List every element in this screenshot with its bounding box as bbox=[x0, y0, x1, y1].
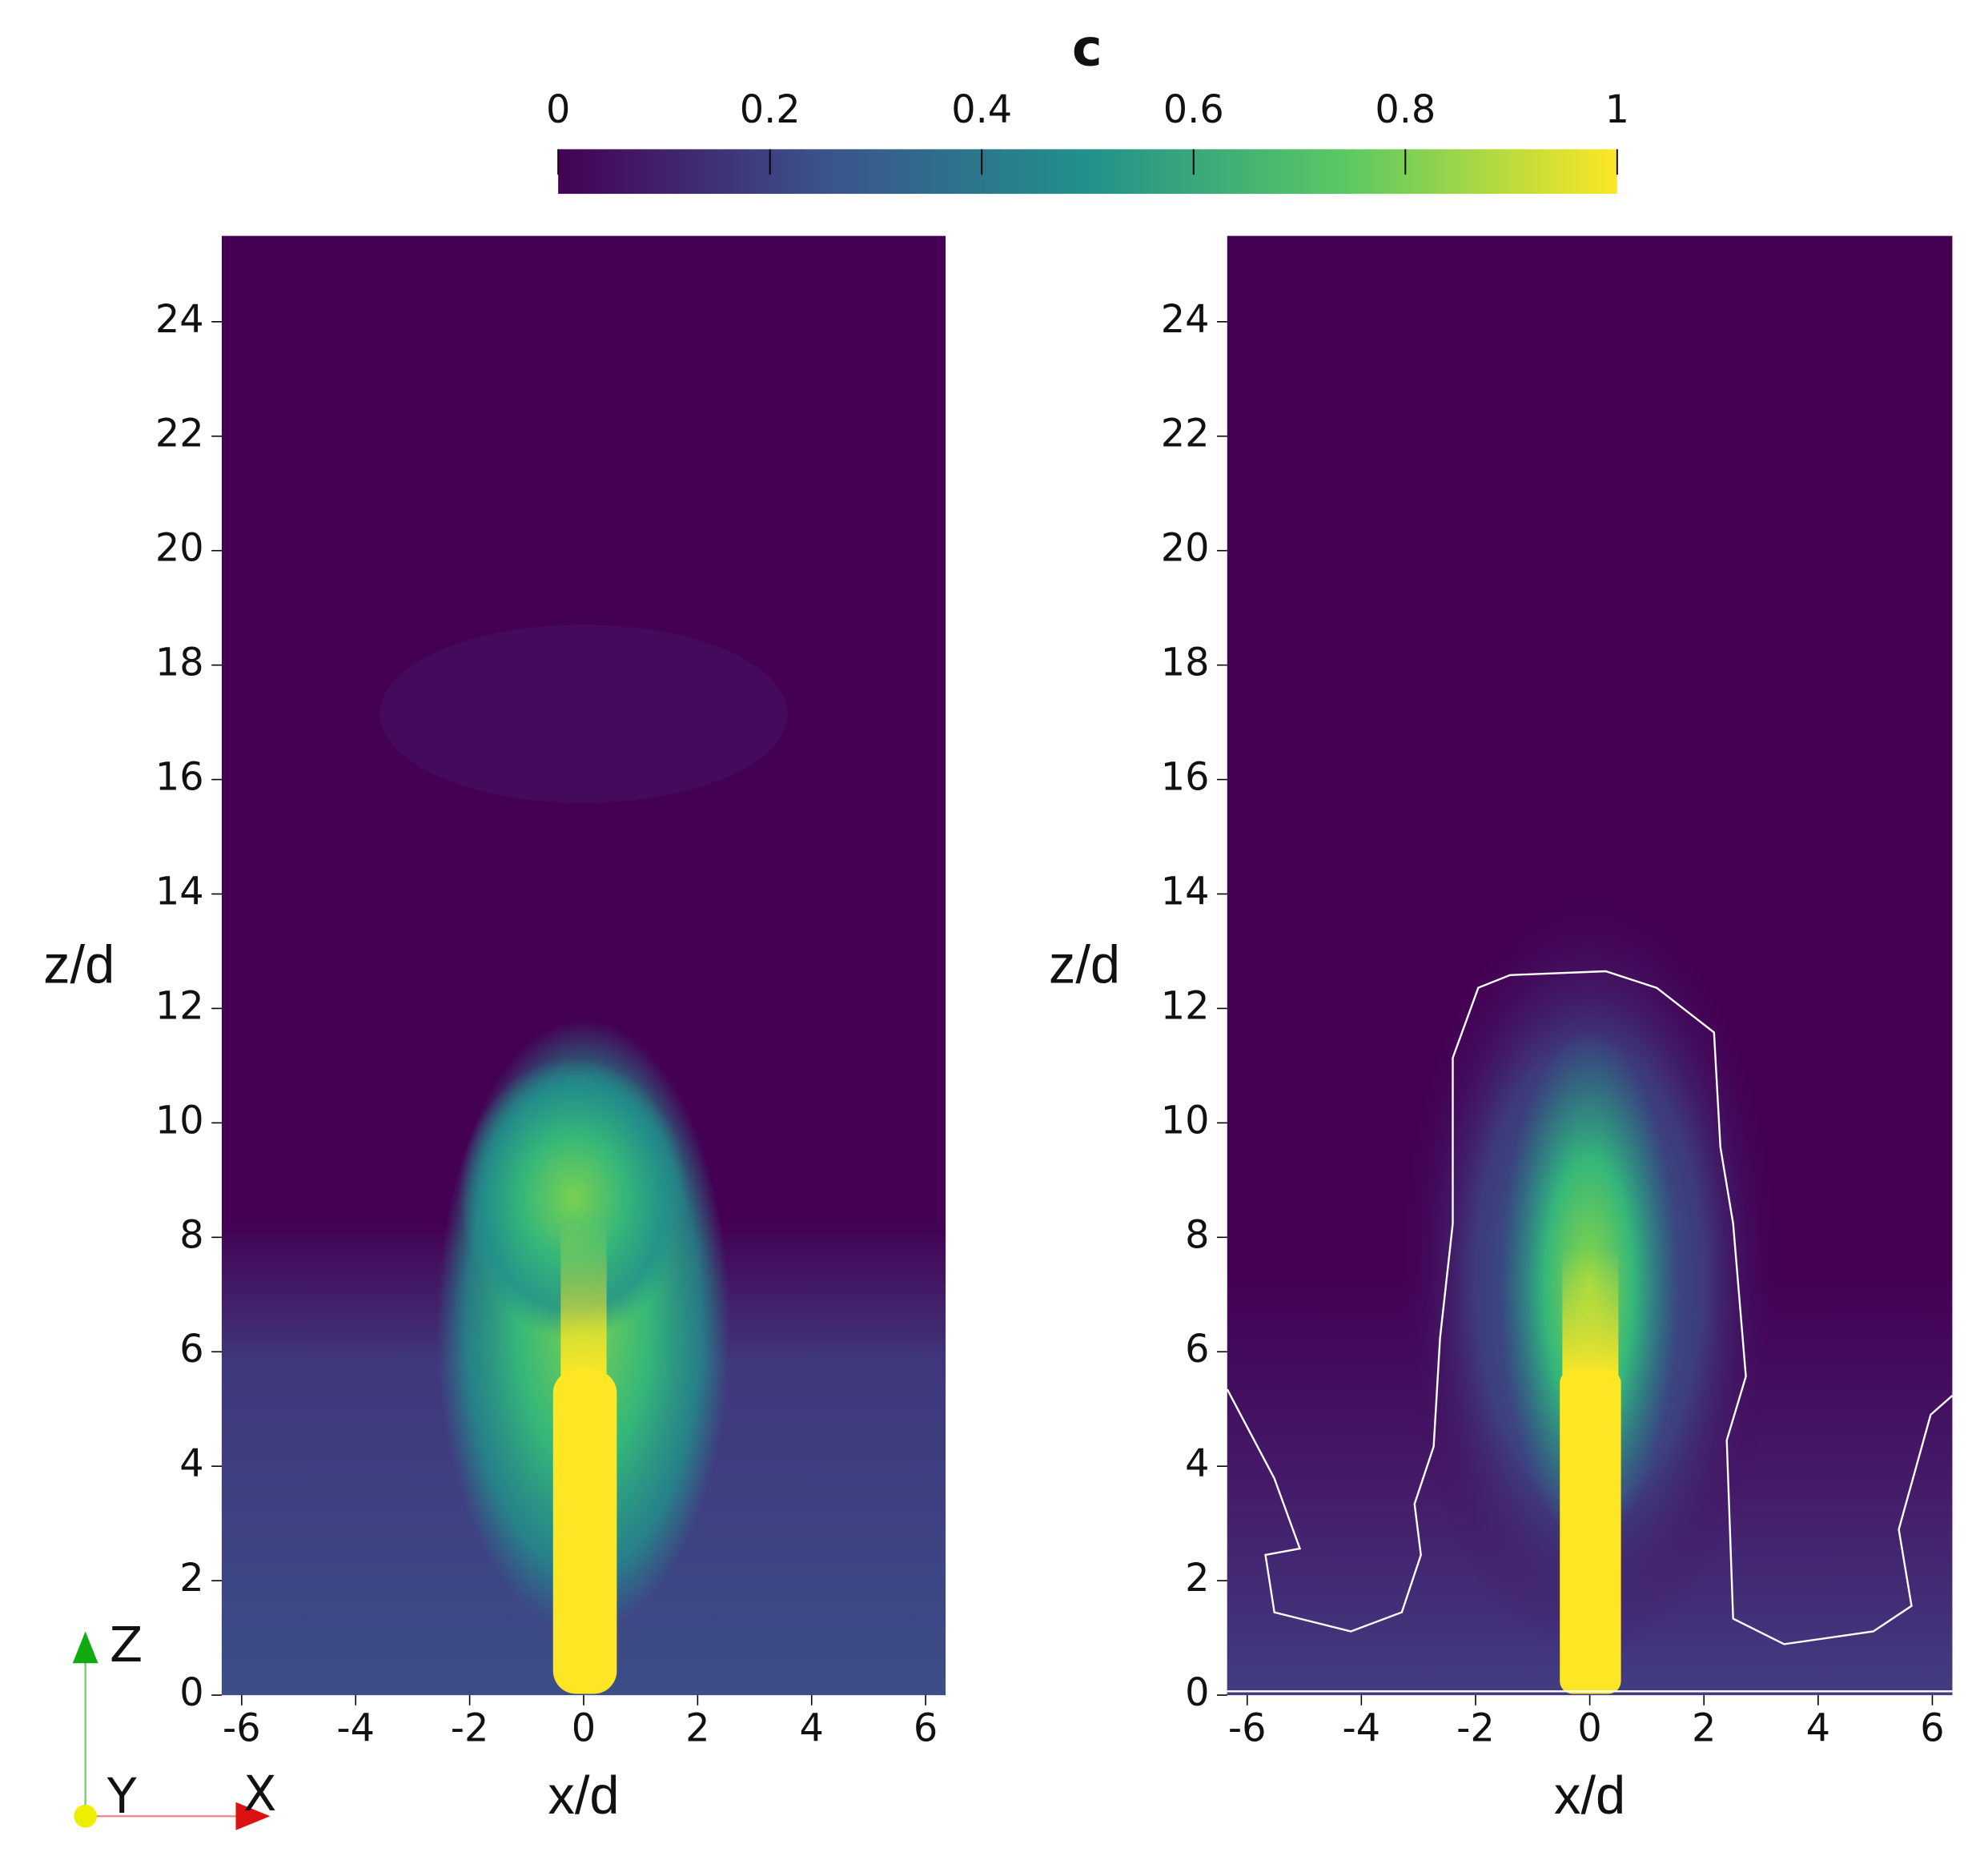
y-tick-label: 2 bbox=[1185, 1557, 1209, 1601]
x-tick-label: 4 bbox=[1806, 1707, 1830, 1751]
colorbar-tick-label: 0.8 bbox=[1375, 88, 1436, 132]
y-tick-label: 10 bbox=[155, 1099, 204, 1143]
colorbar-tick-label: 0.6 bbox=[1163, 88, 1224, 132]
y-axis-label: z/d bbox=[43, 934, 114, 994]
x-axis-label: x/d bbox=[548, 1766, 619, 1826]
y-tick-label: 16 bbox=[1161, 756, 1210, 800]
y-tick-label: 12 bbox=[155, 984, 204, 1028]
y-tick-label: 12 bbox=[1161, 984, 1210, 1028]
y-tick-label: 18 bbox=[155, 641, 204, 685]
y-tick-label: 0 bbox=[1185, 1671, 1209, 1715]
x-tick-label: -6 bbox=[1228, 1707, 1267, 1751]
x-tick-label: -6 bbox=[223, 1707, 261, 1751]
x-tick-label: 0 bbox=[572, 1707, 596, 1751]
colorbar-tick-label: 0.2 bbox=[740, 88, 801, 132]
colorbar-tick-label: 1 bbox=[1605, 88, 1629, 132]
axes-triad: Z Y X bbox=[72, 1617, 276, 1830]
y-tick-label: 8 bbox=[179, 1213, 203, 1257]
y-tick-label: 8 bbox=[1185, 1213, 1209, 1257]
y-axis-label: z/d bbox=[1049, 934, 1120, 994]
x-axis-label: x/d bbox=[1554, 1766, 1625, 1826]
colorbar-title: c bbox=[1072, 18, 1102, 78]
y-tick-label: 20 bbox=[155, 527, 204, 571]
x-tick-label: 2 bbox=[685, 1707, 709, 1751]
x-tick-label: 6 bbox=[914, 1707, 938, 1751]
y-tick-label: 10 bbox=[1161, 1099, 1210, 1143]
x-tick-label: -4 bbox=[336, 1707, 375, 1751]
y-tick-label: 16 bbox=[155, 756, 204, 800]
y-tick-label: 4 bbox=[179, 1442, 203, 1486]
y-tick-label: 14 bbox=[1161, 870, 1210, 914]
triad-label: Y bbox=[106, 1769, 138, 1825]
x-tick-label: -2 bbox=[1456, 1707, 1495, 1751]
field-right bbox=[1226, 235, 1954, 1696]
x-tick-label: 6 bbox=[1920, 1707, 1944, 1751]
field-left bbox=[221, 235, 946, 1696]
x-tick-label: 4 bbox=[800, 1707, 824, 1751]
x-tick-label: -4 bbox=[1343, 1707, 1381, 1751]
colorbar-tick-label: 0.4 bbox=[951, 88, 1012, 132]
y-tick-label: 2 bbox=[179, 1557, 203, 1601]
y-tick-label: 14 bbox=[155, 870, 204, 914]
y-tick-label: 22 bbox=[1161, 412, 1210, 456]
y-tick-label: 18 bbox=[1161, 641, 1210, 685]
y-tick-label: 24 bbox=[155, 298, 204, 342]
y-tick-label: 20 bbox=[1161, 527, 1210, 571]
y-tick-label: 4 bbox=[1185, 1442, 1209, 1486]
colorbar-tick-label: 0 bbox=[546, 88, 570, 132]
x-tick-label: -2 bbox=[451, 1707, 489, 1751]
colorbar bbox=[558, 149, 1617, 195]
y-tick-label: 22 bbox=[155, 412, 204, 456]
y-tick-label: 24 bbox=[1161, 298, 1210, 342]
x-tick-label: 2 bbox=[1692, 1707, 1716, 1751]
y-tick-label: 6 bbox=[1185, 1328, 1209, 1372]
y-tick-label: 6 bbox=[179, 1328, 203, 1372]
triad-label: Z bbox=[110, 1617, 143, 1673]
triad-label: X bbox=[243, 1766, 276, 1822]
x-tick-label: 0 bbox=[1577, 1707, 1601, 1751]
y-tick-label: 0 bbox=[179, 1671, 203, 1715]
